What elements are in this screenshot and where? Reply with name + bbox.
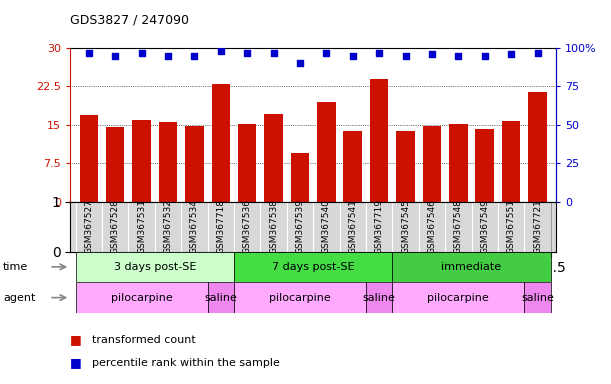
Point [453,53,463,59]
Point [295,60,305,66]
Point [269,50,279,56]
Bar [76,282,208,313]
Text: pilocarpine: pilocarpine [428,293,489,303]
Text: GDS3827 / 247090: GDS3827 / 247090 [70,14,189,27]
Text: ■: ■ [70,356,86,369]
Text: agent: agent [3,293,35,303]
Text: GSM367549: GSM367549 [480,199,489,254]
Bar [208,282,234,313]
Text: GSM367541: GSM367541 [348,199,357,254]
Text: saline: saline [204,293,237,303]
Bar [265,114,283,202]
Bar [392,282,524,313]
Text: GSM367719: GSM367719 [375,199,384,254]
Bar [370,79,389,202]
Point [375,50,384,56]
Bar [79,114,98,202]
Text: transformed count: transformed count [92,335,196,345]
Point [137,50,147,56]
Point [189,53,199,59]
Text: immediate: immediate [442,262,502,272]
Text: saline: saline [363,293,395,303]
Point [110,53,120,59]
Point [507,51,516,57]
Bar [238,124,257,202]
Text: GSM367540: GSM367540 [322,199,331,254]
Bar [366,282,392,313]
Text: pilocarpine: pilocarpine [111,293,172,303]
Bar [291,153,309,202]
Point [321,50,331,56]
Bar [449,124,467,202]
Text: GSM367536: GSM367536 [243,199,252,254]
Point [480,53,489,59]
Bar [106,127,125,202]
Text: GSM367532: GSM367532 [163,199,172,254]
Text: GSM367546: GSM367546 [428,199,436,254]
Bar [234,252,392,282]
Text: pilocarpine: pilocarpine [269,293,331,303]
Text: GSM367528: GSM367528 [111,199,120,254]
Text: GSM367538: GSM367538 [269,199,278,254]
Point [533,50,543,56]
Point [348,53,357,59]
Text: saline: saline [521,293,554,303]
Bar [211,84,230,202]
Text: GSM367548: GSM367548 [454,199,463,254]
Text: 7 days post-SE: 7 days post-SE [272,262,354,272]
Bar [524,282,551,313]
Point [242,50,252,56]
Point [84,50,93,56]
Text: GSM367527: GSM367527 [84,199,93,254]
Text: time: time [3,262,28,272]
Point [216,48,225,54]
Text: GSM367545: GSM367545 [401,199,410,254]
Point [163,53,173,59]
Text: GSM367718: GSM367718 [216,199,225,254]
Text: 3 days post-SE: 3 days post-SE [114,262,196,272]
Bar [529,91,547,202]
Text: GSM367539: GSM367539 [296,199,304,254]
Bar [475,129,494,202]
Bar [502,121,521,202]
Bar [392,252,551,282]
Bar [185,126,203,202]
Point [427,51,437,57]
Text: GSM367531: GSM367531 [137,199,146,254]
Bar [423,126,441,202]
Bar [76,252,234,282]
Bar [317,102,335,202]
Text: GSM367551: GSM367551 [507,199,516,254]
Bar [343,131,362,202]
Bar [234,282,366,313]
Point [401,53,411,59]
Bar [397,131,415,202]
Text: GSM367721: GSM367721 [533,199,542,254]
Text: percentile rank within the sample: percentile rank within the sample [92,358,279,368]
Text: ■: ■ [70,333,86,346]
Bar [159,122,177,202]
Text: GSM367534: GSM367534 [190,199,199,254]
Bar [133,120,151,202]
